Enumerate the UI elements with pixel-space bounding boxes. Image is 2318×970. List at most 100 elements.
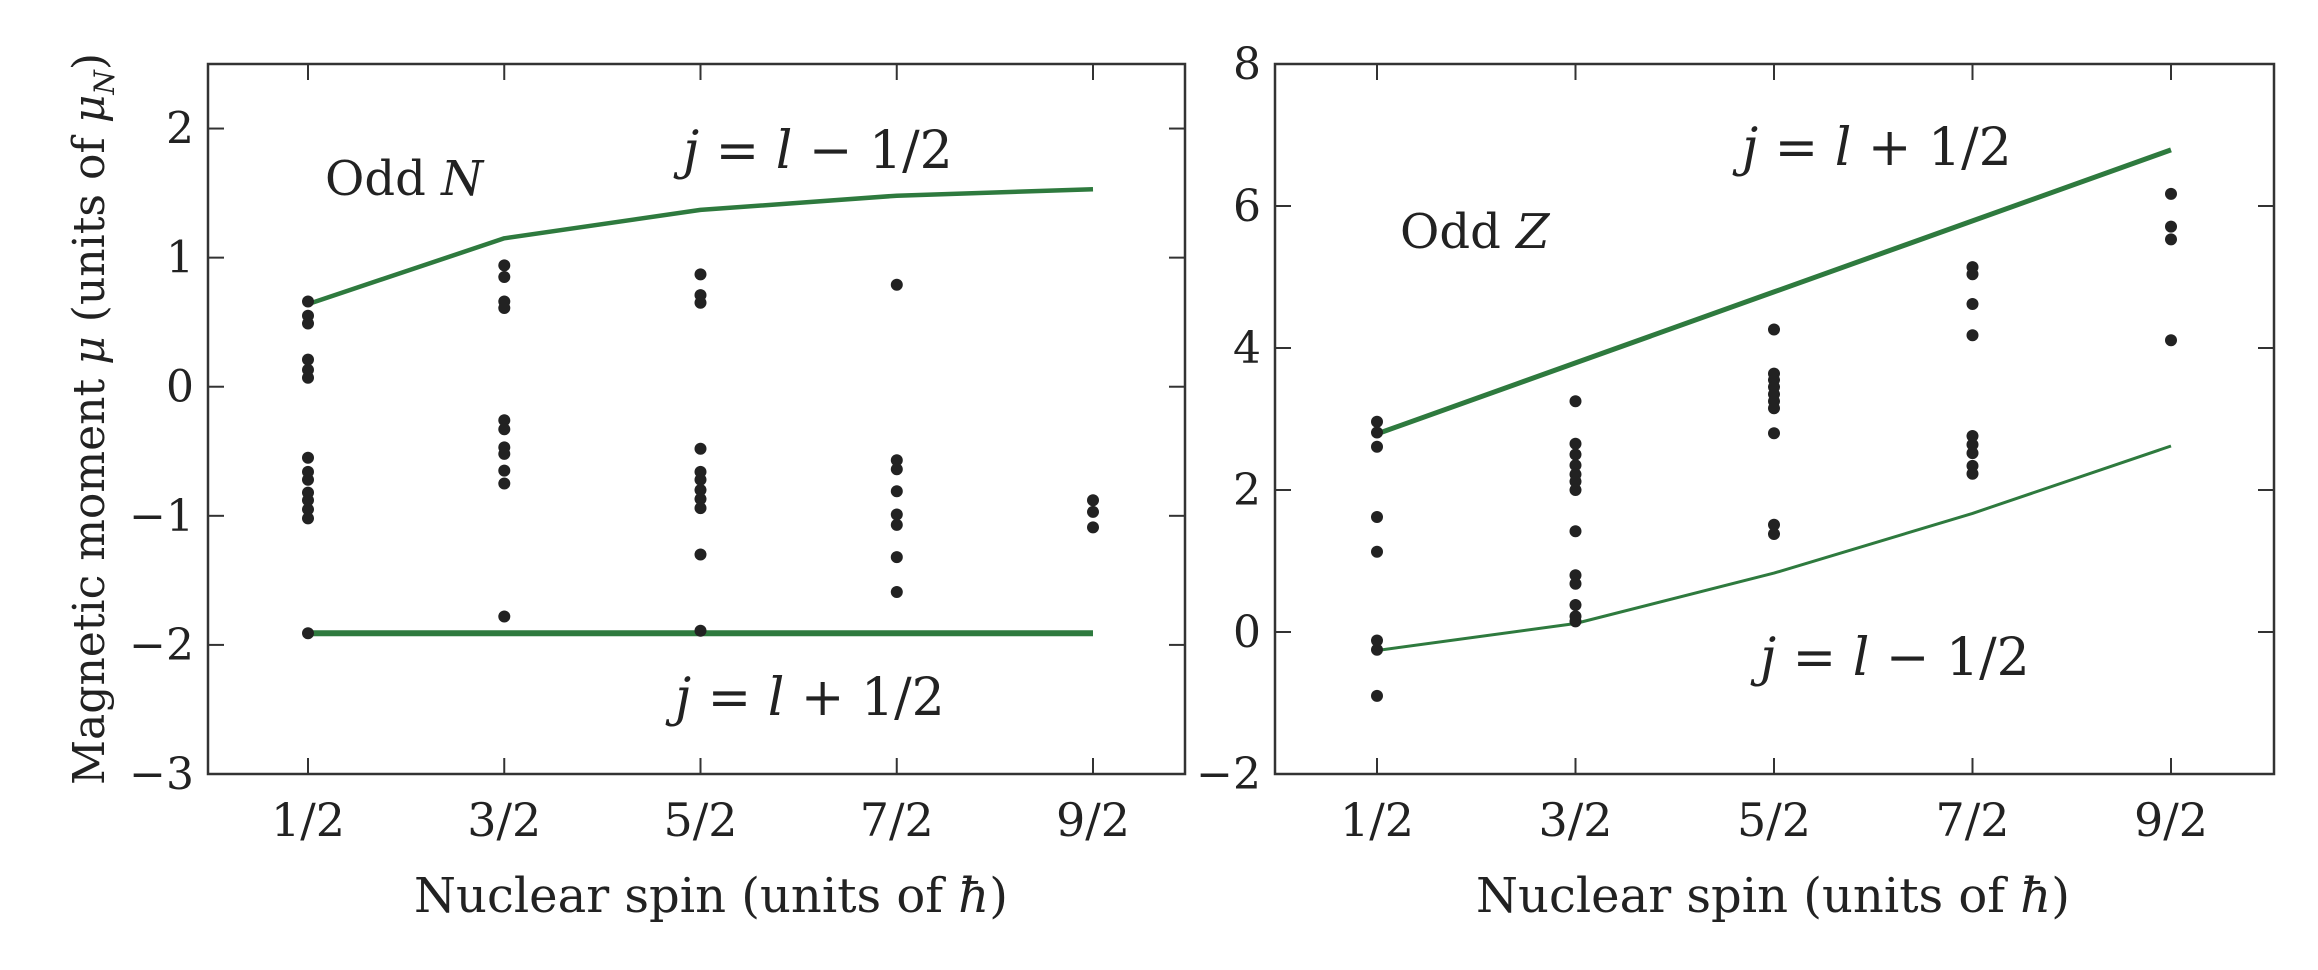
- left-chart: −3 −2 −1 0 1 2 1/2 3/2 5/2 7/2 9/2 Odd N j = l − 1…: [64, 53, 1187, 924]
- right-xtick-label: 5/2: [1737, 793, 1811, 847]
- left-data-point: [694, 484, 707, 496]
- left-ytick-label: −2: [129, 620, 194, 671]
- left-ytick-label: 2: [166, 104, 194, 155]
- left-y-axis-label: Magnetic moment μ (units of μN): [64, 53, 121, 785]
- left-data-point: [498, 464, 511, 477]
- right-data-point: [1371, 426, 1383, 439]
- left-xtick-label: 3/2: [467, 793, 541, 847]
- left-data-point: [694, 624, 707, 637]
- left-lower-line-label: j = l + 1/2: [665, 668, 945, 728]
- left-data-point: [1087, 494, 1099, 507]
- left-ytick-label: 1: [166, 233, 194, 284]
- left-data-point: [890, 454, 903, 467]
- right-ytick-label: 4: [1233, 323, 1261, 374]
- right-data-point: [2165, 220, 2177, 233]
- right-data-point: [1569, 459, 1582, 472]
- left-xtick-label: 5/2: [663, 793, 737, 847]
- left-data-point: [302, 473, 314, 486]
- right-data-point: [1371, 643, 1383, 656]
- left-data-point: [302, 295, 314, 308]
- right-data-point: [1966, 467, 1979, 480]
- left-data-point: [498, 423, 511, 436]
- right-data-point: [1371, 689, 1383, 702]
- left-data-point: [890, 485, 903, 498]
- left-data-point: [694, 268, 707, 281]
- right-data-point: [1569, 437, 1582, 450]
- left-data-point: [890, 551, 903, 564]
- left-data-point: [498, 414, 511, 427]
- left-xtick-label: 9/2: [1056, 793, 1130, 847]
- right-ytick-label: 2: [1233, 465, 1261, 516]
- right-data-point: [1768, 518, 1780, 531]
- left-theory-line-upper: [307, 186, 1094, 307]
- right-chart: −2 0 2 4 6 8 1/2 3/2 5/2 7/2 9/2 Odd Z j = l + 1/2…: [1196, 39, 2276, 924]
- left-data-point: [890, 463, 903, 476]
- left-data-point: [302, 512, 314, 525]
- left-x-axis-label: Nuclear spin (units of ħ): [414, 868, 1008, 924]
- right-x-axis-label: Nuclear spin (units of ħ): [1476, 868, 2070, 924]
- right-data-point: [1569, 569, 1582, 582]
- right-ytick-label: −2: [1196, 749, 1261, 800]
- left-data-point: [302, 317, 314, 330]
- right-data-point: [1966, 430, 1979, 442]
- left-data-point: [498, 271, 511, 283]
- right-data-point: [2165, 187, 2177, 200]
- right-ytick-label: 0: [1233, 607, 1261, 658]
- left-data-point: [694, 442, 707, 455]
- right-data-point: [1569, 599, 1582, 611]
- left-data-point: [498, 302, 511, 314]
- left-ytick-label: 0: [166, 362, 194, 413]
- right-data-point: [1371, 511, 1383, 523]
- right-data-point: [1569, 475, 1582, 488]
- right-theory-line-upper: [1376, 147, 2172, 437]
- left-data-point: [498, 477, 511, 490]
- right-data-point: [1371, 415, 1383, 428]
- right-theory-line-lower: [1376, 444, 2172, 652]
- right-data-point: [1569, 484, 1582, 496]
- left-annotation: Odd N: [325, 151, 485, 207]
- left-data-point: [694, 473, 707, 486]
- left-data-point: [694, 548, 707, 561]
- right-data-point: [1371, 440, 1383, 453]
- right-data-point: [2165, 334, 2177, 347]
- right-data-point: [1371, 545, 1383, 558]
- left-data-point: [890, 278, 903, 291]
- left-data-point: [302, 451, 314, 464]
- right-xtick-label: 9/2: [2134, 793, 2208, 847]
- left-xtick-label: 1/2: [271, 793, 345, 847]
- right-xtick-label: 7/2: [1935, 793, 2009, 847]
- left-upper-line-label: j = l − 1/2: [673, 121, 953, 181]
- left-ytick-label: −1: [129, 491, 194, 542]
- left-data-point: [498, 610, 511, 623]
- right-data-point: [1569, 525, 1582, 538]
- left-data-point: [302, 627, 314, 640]
- right-xtick-label: 1/2: [1340, 793, 1414, 847]
- right-data-point: [1569, 448, 1582, 461]
- right-data-point: [1966, 298, 1979, 310]
- right-data-point: [1768, 427, 1780, 440]
- right-data-point: [1768, 402, 1780, 415]
- left-data-point: [302, 503, 314, 516]
- right-data-point: [2165, 233, 2177, 246]
- right-data-point: [1768, 528, 1780, 540]
- left-data-point: [694, 502, 707, 515]
- right-data-point: [1966, 438, 1979, 451]
- right-data-point: [1569, 615, 1582, 628]
- left-ytick-label: −3: [129, 749, 194, 800]
- left-data-point: [498, 259, 511, 272]
- right-data-point: [1569, 577, 1582, 590]
- right-data-point: [1966, 447, 1979, 460]
- left-data-point: [890, 518, 903, 531]
- left-data-point: [498, 447, 511, 460]
- right-lower-line-label: j = l − 1/2: [1750, 628, 2030, 688]
- left-data-point: [302, 494, 314, 507]
- right-data-point: [1371, 634, 1383, 647]
- left-data-point: [302, 353, 314, 366]
- right-ytick-label: 6: [1233, 181, 1261, 232]
- left-data-point: [302, 371, 314, 384]
- right-data-point: [1768, 323, 1780, 336]
- left-data-point: [694, 296, 707, 309]
- left-data-point: [1087, 505, 1099, 518]
- left-plot-frame: [206, 62, 1187, 776]
